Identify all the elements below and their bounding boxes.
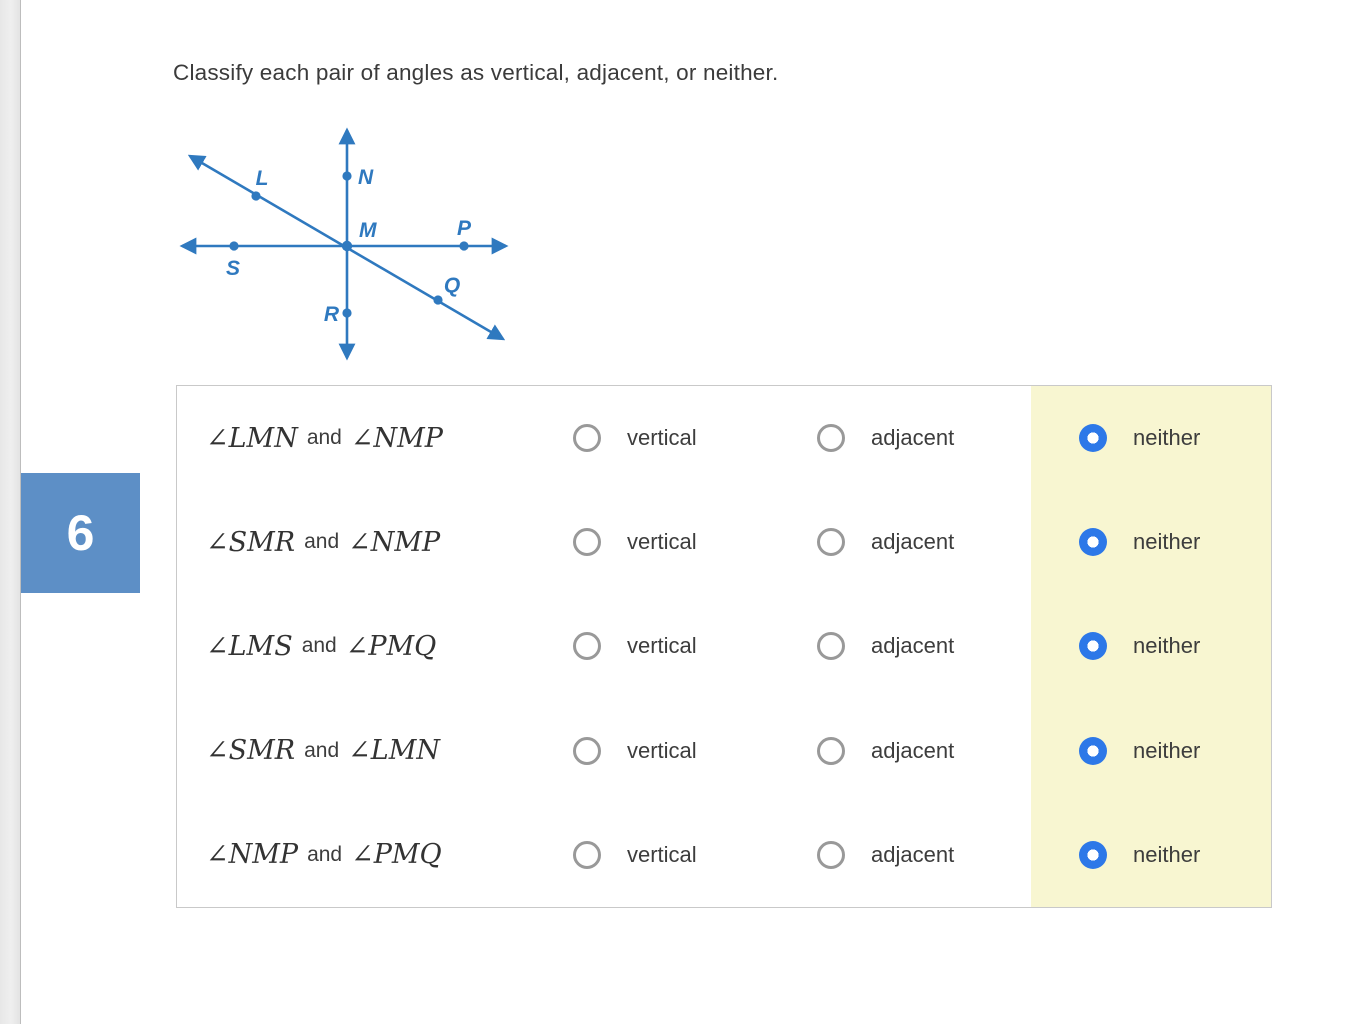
angle-second: ∠PMQ [351, 839, 442, 871]
conjunction: and [306, 426, 342, 450]
radio-neither-selected[interactable] [1079, 840, 1107, 869]
point-P-dot [459, 241, 469, 251]
conjunction: and [304, 738, 340, 762]
option-adjacent: adjacent [806, 490, 1031, 594]
point-L-label: L [256, 167, 269, 190]
option-label-vertical[interactable]: vertical [627, 737, 697, 763]
option-label-neither[interactable]: neither [1133, 425, 1201, 451]
radio-vertical[interactable] [573, 424, 601, 453]
angle-first: ∠SMR [206, 735, 296, 767]
table-row: ∠LMS and ∠PMQ vertical adjacent neither [177, 594, 1271, 699]
angle-pair: ∠SMR and ∠NMP [177, 490, 561, 594]
table-row: ∠SMR and ∠NMP vertical adjacent neither [177, 490, 1271, 595]
angles-diagram: L N M S P R Q [179, 127, 509, 361]
option-adjacent: adjacent [806, 803, 1031, 907]
point-M-dot [341, 240, 353, 252]
angle-second: ∠NMP [350, 422, 443, 454]
option-neither: neither [1031, 386, 1271, 491]
radio-neither-selected[interactable] [1079, 528, 1107, 557]
option-adjacent: adjacent [806, 594, 1031, 698]
angle-second: ∠LMN [348, 735, 440, 767]
option-label-neither[interactable]: neither [1133, 737, 1201, 763]
option-label-neither[interactable]: neither [1133, 841, 1201, 867]
angle-first: ∠LMN [206, 422, 298, 454]
table-row: ∠SMR and ∠LMN vertical adjacent neither [177, 698, 1271, 803]
angle-second: ∠NMP [348, 526, 441, 558]
option-label-adjacent[interactable]: adjacent [871, 841, 955, 867]
radio-vertical[interactable] [573, 632, 601, 661]
radio-adjacent[interactable] [817, 632, 845, 661]
option-label-neither[interactable]: neither [1133, 633, 1201, 659]
option-label-vertical[interactable]: vertical [627, 425, 697, 451]
angle-first: ∠SMR [206, 526, 296, 558]
radio-neither-selected[interactable] [1079, 736, 1107, 765]
point-P-label: P [457, 217, 472, 240]
option-neither: neither [1031, 594, 1271, 699]
option-adjacent: adjacent [806, 699, 1031, 803]
point-N-dot [342, 171, 352, 181]
angle-first: ∠NMP [206, 839, 299, 871]
option-vertical: vertical [561, 699, 806, 803]
question-prompt: Classify each pair of angles as vertical… [173, 60, 779, 85]
question-number: 6 [66, 505, 95, 561]
point-Q-label: Q [444, 274, 460, 297]
option-label-adjacent[interactable]: adjacent [871, 633, 955, 659]
angle-pair: ∠NMP and ∠PMQ [177, 803, 561, 907]
radio-adjacent[interactable] [817, 736, 845, 765]
point-R-label: R [324, 303, 340, 326]
radio-adjacent[interactable] [817, 424, 845, 453]
radio-adjacent[interactable] [817, 840, 845, 869]
option-neither: neither [1031, 698, 1271, 803]
option-vertical: vertical [561, 594, 806, 698]
option-vertical: vertical [561, 490, 806, 594]
question-number-badge: 6 [21, 473, 140, 593]
point-S-label: S [226, 257, 240, 280]
table-row: ∠LMN and ∠NMP vertical adjacent neither [177, 386, 1271, 491]
conjunction: and [301, 634, 337, 658]
radio-adjacent[interactable] [817, 528, 845, 557]
option-label-adjacent[interactable]: adjacent [871, 737, 955, 763]
option-neither: neither [1031, 802, 1271, 907]
radio-vertical[interactable] [573, 840, 601, 869]
radio-neither-selected[interactable] [1079, 424, 1107, 453]
angle-first: ∠LMS [206, 630, 293, 662]
option-label-vertical[interactable]: vertical [627, 841, 697, 867]
option-label-adjacent[interactable]: adjacent [871, 529, 955, 555]
option-adjacent: adjacent [806, 386, 1031, 490]
answer-table: ∠LMN and ∠NMP vertical adjacent neither ∠S… [176, 385, 1272, 908]
conjunction: and [307, 842, 343, 866]
radio-vertical[interactable] [573, 528, 601, 557]
point-Q-dot [433, 295, 443, 305]
option-vertical: vertical [561, 386, 806, 490]
point-M-label: M [359, 219, 377, 242]
table-row: ∠NMP and ∠PMQ vertical adjacent neither [177, 802, 1271, 907]
option-label-adjacent[interactable]: adjacent [871, 425, 955, 451]
option-vertical: vertical [561, 803, 806, 907]
point-L-dot [251, 191, 261, 201]
radio-vertical[interactable] [573, 736, 601, 765]
angle-pair: ∠LMN and ∠NMP [177, 386, 561, 490]
point-N-label: N [358, 166, 374, 189]
angle-pair: ∠LMS and ∠PMQ [177, 594, 561, 698]
option-label-neither[interactable]: neither [1133, 529, 1201, 555]
angle-pair: ∠SMR and ∠LMN [177, 699, 561, 803]
angle-second: ∠PMQ [345, 630, 437, 662]
point-S-dot [229, 241, 239, 251]
option-label-vertical[interactable]: vertical [627, 529, 697, 555]
option-neither: neither [1031, 490, 1271, 595]
page-edge-strip [0, 0, 21, 1024]
radio-neither-selected[interactable] [1079, 632, 1107, 661]
point-R-dot [342, 308, 352, 318]
option-label-vertical[interactable]: vertical [627, 633, 697, 659]
conjunction: and [304, 530, 340, 554]
